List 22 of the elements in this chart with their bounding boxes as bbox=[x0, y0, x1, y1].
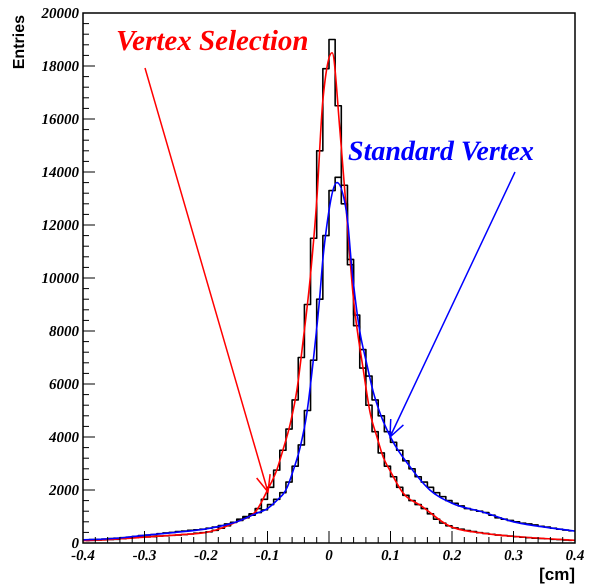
x-tick-label: 0.1 bbox=[381, 548, 400, 564]
y-tick-label: 16000 bbox=[42, 112, 80, 128]
y-tick-label: 10000 bbox=[42, 271, 80, 287]
y-tick-label: 6000 bbox=[49, 377, 80, 393]
x-tick-label: -0.2 bbox=[194, 548, 218, 564]
y-tick-label: 14000 bbox=[42, 165, 80, 181]
x-tick-label: 0.4 bbox=[566, 548, 585, 564]
y-tick-label: 12000 bbox=[42, 218, 80, 234]
x-axis-title: [cm] bbox=[539, 565, 575, 584]
x-tick-label: -0.3 bbox=[132, 548, 157, 564]
x-tick-label: 0.2 bbox=[442, 548, 462, 564]
y-axis-title: Entries bbox=[11, 14, 28, 70]
y-tick-label: 8000 bbox=[49, 324, 80, 340]
x-tick-label: 0.3 bbox=[504, 548, 524, 564]
y-tick-label: 2000 bbox=[48, 483, 80, 499]
y-tick-label: 18000 bbox=[42, 59, 80, 75]
y-tick-label: 20000 bbox=[40, 6, 80, 22]
x-tick-label: -0.1 bbox=[256, 548, 280, 564]
series-label: Standard Vertex bbox=[348, 136, 534, 167]
x-tick-label: 0 bbox=[325, 548, 334, 564]
y-tick-label: 4000 bbox=[48, 430, 80, 446]
series-label: Vertex Selection bbox=[116, 25, 309, 57]
